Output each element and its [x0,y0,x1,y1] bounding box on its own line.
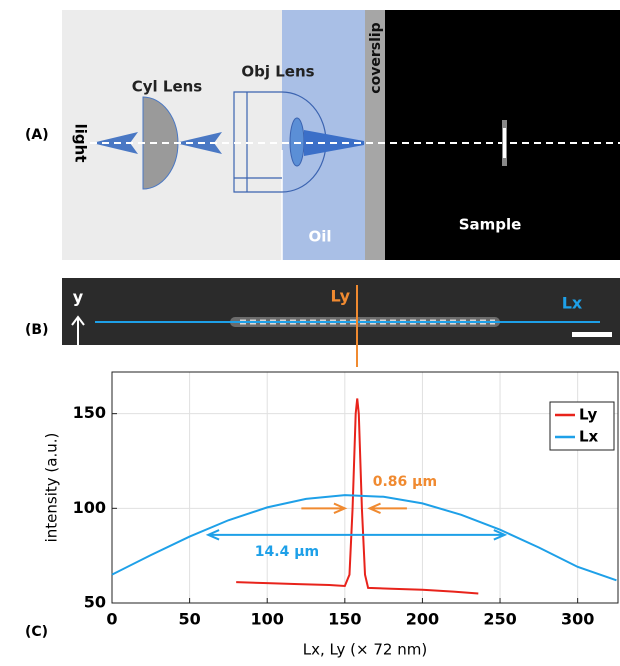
panel-a: (A) light Cyl Lens Obj Lens coverslip Oi… [25,10,620,260]
series-line [111,494,617,582]
y-tick-label: 100 [73,498,106,517]
annotation: 0.86 μm [373,474,437,490]
panel-b: (B) y x Ly Lx 5 μm [25,278,620,367]
x-tick-label: 0 [106,610,117,629]
x-label: x [127,344,138,363]
x-tick-label: 300 [561,610,594,629]
legend-label: Lx [579,428,599,446]
image [62,278,620,345]
annotation: 14.4 μm [255,544,319,560]
legend-box [549,401,615,451]
y-label: y [73,288,84,307]
y-tick-label: 50 [84,593,106,612]
series-line [236,398,479,595]
x-tick-label: 250 [483,610,516,629]
light-label: light [72,124,90,163]
oil-label: Oil [308,228,331,246]
lx-label: Lx [562,294,583,313]
axes-arrows [71,315,123,360]
sample-label: Sample [459,216,522,234]
annotation-arrows [301,502,407,514]
cyl-lens-shape [142,96,179,190]
y-axis-label: intensity (a.u.) [43,433,61,543]
panel-label: (B) [25,322,48,338]
sample-psf-core [503,128,506,158]
legend-label: Ly [579,406,598,424]
cyl-lens-label: Cyl Lens [132,78,203,96]
ly-label: Ly [330,287,350,306]
x-tick-label: 200 [406,610,439,629]
scale-bar [572,332,612,337]
coverslip-label: coverslip [368,22,384,93]
x-tick-label: 150 [328,610,361,629]
panel-label: (A) [25,127,49,143]
y-tick-label: 150 [73,403,106,422]
coverslip-region [365,10,385,260]
annotation-arrows [205,529,508,541]
obj-lens-label: Obj Lens [241,63,314,81]
scale-label: 5 μm [570,349,610,365]
panel-label: (C) [25,624,48,640]
x-tick-label: 50 [178,610,200,629]
axes-frame [111,371,619,604]
x-tick-label: 100 [251,610,284,629]
x-axis-label: Lx, Ly (× 72 nm) [303,641,427,659]
light-arrows [92,132,222,154]
